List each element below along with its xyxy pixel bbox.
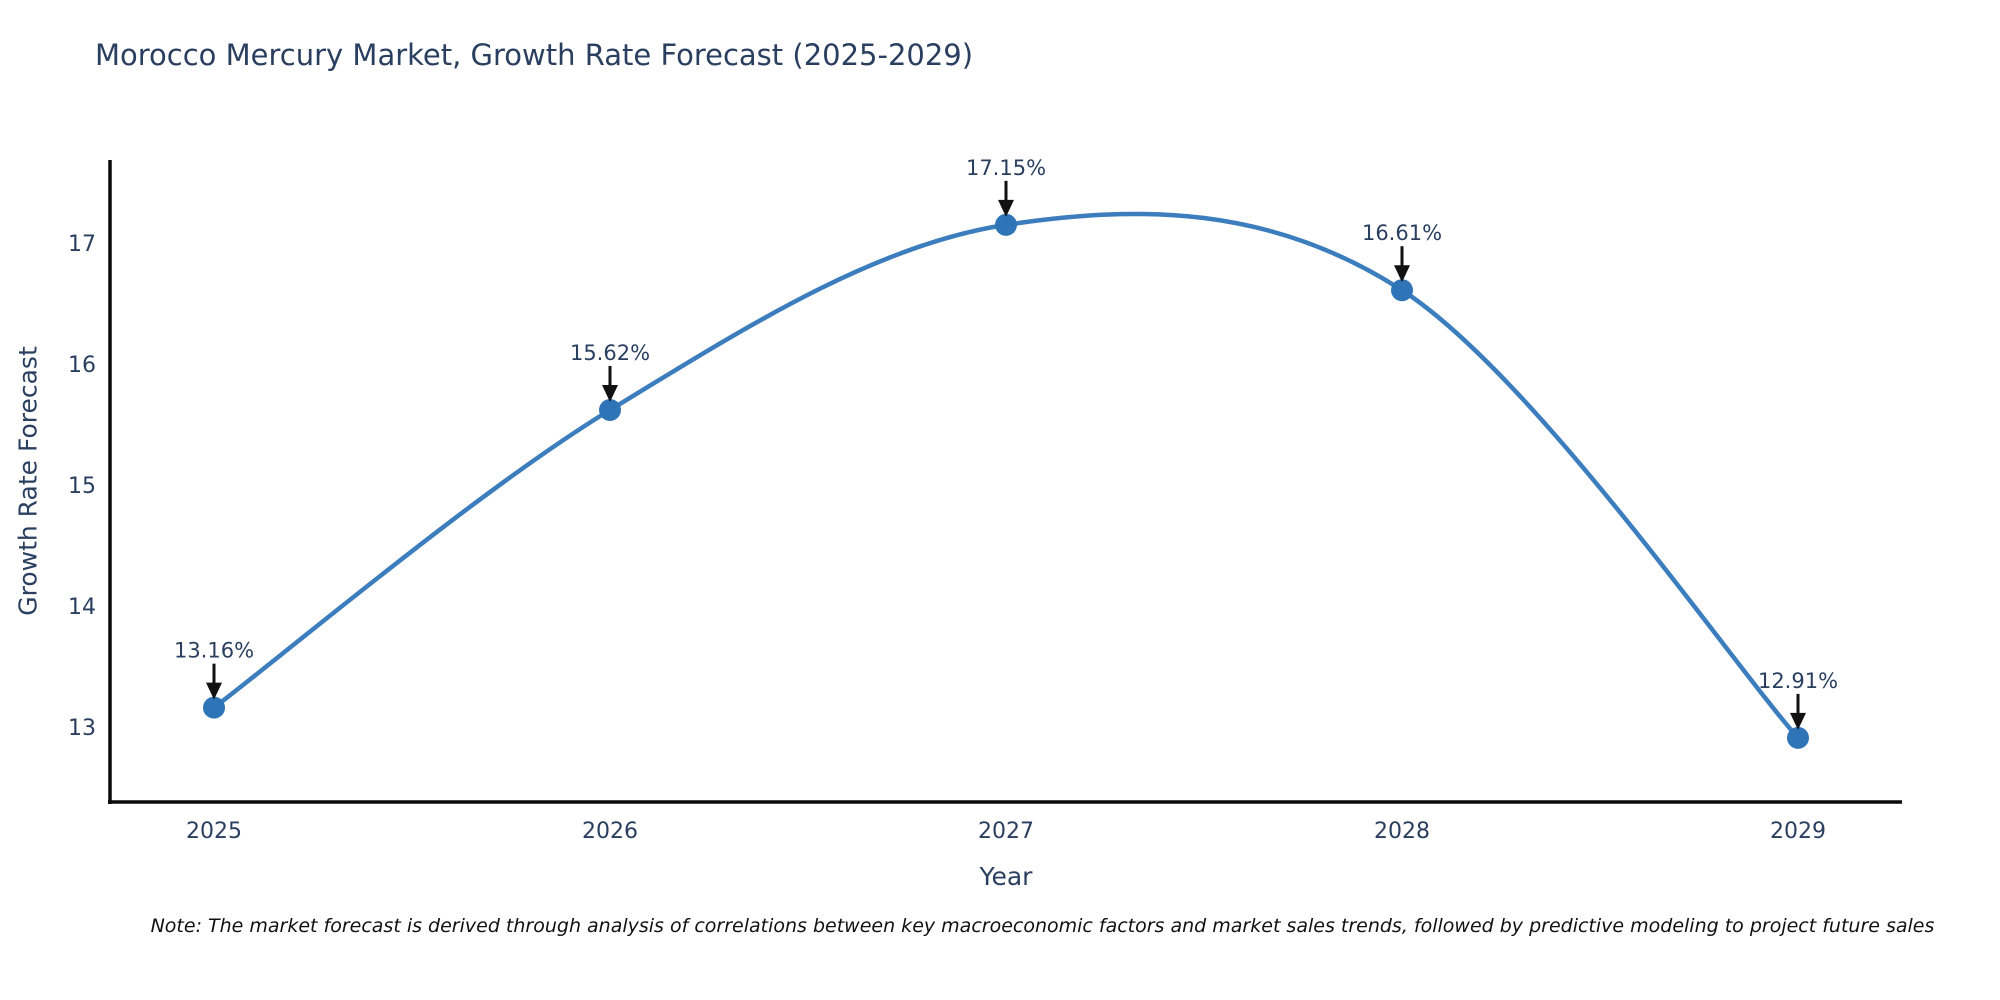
forecast-spline-line — [211, 211, 1801, 741]
y-tick-label: 13 — [68, 716, 96, 741]
x-tick-label: 2026 — [582, 819, 638, 844]
y-tick-label: 14 — [68, 595, 96, 620]
annotation-arrow-head — [1790, 712, 1806, 730]
x-tick-label: 2027 — [978, 819, 1034, 844]
y-tick-label: 17 — [68, 232, 96, 257]
chart-title: Morocco Mercury Market, Growth Rate Fore… — [95, 38, 974, 72]
y-tick-label: 15 — [68, 474, 96, 499]
point-value-label: 15.62% — [570, 341, 650, 365]
point-value-label: 12.91% — [1758, 669, 1838, 693]
annotation-arrow-head — [1394, 265, 1410, 283]
point-value-label: 16.61% — [1362, 221, 1442, 245]
x-axis-title: Year — [979, 862, 1033, 891]
data-point-marker — [203, 696, 225, 719]
footnote: Note: The market forecast is derived thr… — [150, 915, 1935, 937]
annotation-arrow-head — [998, 199, 1014, 217]
x-tick-label: 2025 — [186, 819, 242, 844]
point-value-label: 17.15% — [966, 156, 1046, 180]
data-point-marker — [599, 398, 621, 421]
annotation-arrow-head — [602, 384, 618, 402]
x-tick-label: 2029 — [1770, 819, 1826, 844]
x-tick-label: 2028 — [1374, 819, 1430, 844]
annotation-arrow-head — [206, 682, 222, 700]
data-point-marker — [1787, 726, 1809, 749]
data-point-marker — [1391, 279, 1413, 302]
y-tick-label: 16 — [68, 353, 96, 378]
data-point-marker — [995, 213, 1017, 236]
point-value-label: 13.16% — [174, 639, 254, 663]
